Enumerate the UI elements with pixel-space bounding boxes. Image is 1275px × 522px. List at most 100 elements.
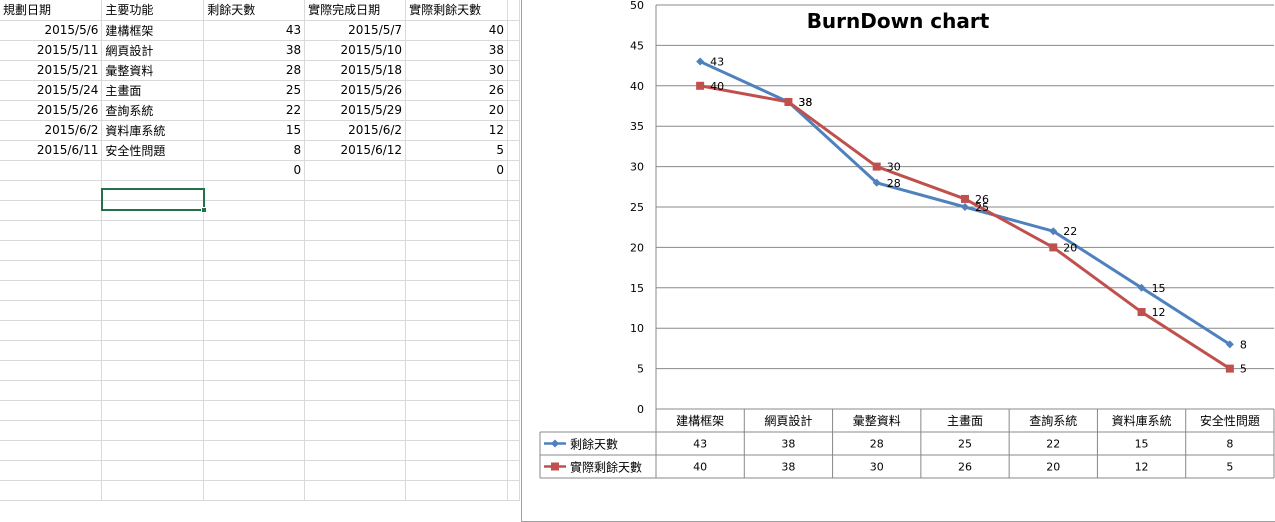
cell-main-feature[interactable] (101, 220, 205, 241)
cell-main-feature[interactable] (101, 420, 205, 441)
cell-remaining-days[interactable] (203, 400, 306, 421)
cell-remaining-days[interactable] (203, 340, 306, 361)
cell-planned-date[interactable] (0, 360, 103, 381)
cell-actual-date[interactable] (304, 220, 407, 241)
cell-empty[interactable] (507, 280, 520, 301)
cell-main-feature[interactable] (101, 440, 205, 461)
cell-remaining-days[interactable]: 8 (203, 140, 306, 161)
cell-remaining-days[interactable]: 22 (203, 100, 306, 121)
cell-planned-date[interactable] (0, 260, 103, 281)
cell-main-feature[interactable]: 安全性問題 (101, 140, 205, 161)
cell-empty[interactable] (507, 140, 520, 161)
cell-actual-date[interactable] (304, 320, 407, 341)
cell-actual-remaining[interactable] (405, 420, 508, 441)
cell-actual-remaining[interactable] (405, 480, 508, 501)
active-cell-selection[interactable] (101, 188, 205, 211)
cell-actual-remaining[interactable] (405, 440, 508, 461)
cell-actual-date[interactable] (304, 480, 407, 501)
cell-main-feature[interactable]: 資料庫系統 (101, 120, 205, 141)
cell-remaining-days[interactable]: 15 (203, 120, 306, 141)
cell-actual-date[interactable] (304, 240, 407, 261)
cell-main-feature[interactable]: 主畫面 (101, 80, 205, 101)
cell-main-feature[interactable] (101, 160, 205, 181)
cell-empty[interactable] (507, 200, 520, 221)
cell-actual-date[interactable] (304, 160, 407, 181)
cell-empty[interactable] (507, 400, 520, 421)
cell-actual-remaining[interactable] (405, 180, 508, 201)
cell-actual-date[interactable] (304, 440, 407, 461)
cell-planned-date[interactable] (0, 420, 103, 441)
cell-main-feature[interactable] (101, 260, 205, 281)
cell-actual-remaining[interactable]: 40 (405, 20, 508, 41)
fill-handle[interactable] (201, 207, 207, 213)
cell-actual-remaining[interactable] (405, 240, 508, 261)
cell-actual-date[interactable] (304, 360, 407, 381)
cell-remaining-days[interactable]: 43 (203, 20, 306, 41)
cell-main-feature[interactable] (101, 380, 205, 401)
cell-actual-remaining[interactable] (405, 300, 508, 321)
header-cell-main-feature[interactable]: 主要功能 (101, 0, 205, 21)
cell-main-feature[interactable] (101, 360, 205, 381)
cell-remaining-days[interactable] (203, 480, 306, 501)
cell-main-feature[interactable] (101, 280, 205, 301)
cell-main-feature[interactable] (101, 320, 205, 341)
cell-remaining-days[interactable]: 25 (203, 80, 306, 101)
cell-actual-date[interactable]: 2015/5/7 (304, 20, 407, 41)
cell-empty[interactable] (507, 420, 520, 441)
cell-planned-date[interactable] (0, 280, 103, 301)
cell-empty[interactable] (507, 60, 520, 81)
cell-empty[interactable] (507, 240, 520, 261)
cell-main-feature[interactable] (101, 340, 205, 361)
cell-actual-date[interactable] (304, 460, 407, 481)
cell-actual-remaining[interactable]: 26 (405, 80, 508, 101)
cell-actual-date[interactable]: 2015/6/2 (304, 120, 407, 141)
cell-remaining-days[interactable]: 28 (203, 60, 306, 81)
cell-actual-remaining[interactable] (405, 200, 508, 221)
cell-empty[interactable] (507, 340, 520, 361)
cell-actual-date[interactable]: 2015/6/12 (304, 140, 407, 161)
cell-actual-remaining[interactable]: 5 (405, 140, 508, 161)
cell-planned-date[interactable]: 2015/6/11 (0, 140, 103, 161)
cell-actual-date[interactable] (304, 200, 407, 221)
cell-actual-remaining[interactable] (405, 360, 508, 381)
cell-planned-date[interactable] (0, 460, 103, 481)
cell-actual-date[interactable] (304, 300, 407, 321)
cell-remaining-days[interactable] (203, 420, 306, 441)
cell-planned-date[interactable] (0, 200, 103, 221)
cell-empty[interactable] (507, 40, 520, 61)
cell-main-feature[interactable] (101, 460, 205, 481)
cell-actual-remaining[interactable] (405, 280, 508, 301)
cell-actual-date[interactable]: 2015/5/29 (304, 100, 407, 121)
burndown-chart[interactable]: 0 5 10 15 20 25 30 35 40 45 50 建構框架 網頁設計 彙整資料 主畫面 查詢系統… (521, 0, 1275, 522)
header-cell-remaining-days[interactable]: 剩餘天數 (203, 0, 306, 21)
cell-empty[interactable] (507, 320, 520, 341)
cell-actual-date[interactable] (304, 340, 407, 361)
cell-actual-remaining[interactable]: 38 (405, 40, 508, 61)
cell-planned-date[interactable] (0, 440, 103, 461)
cell-planned-date[interactable]: 2015/5/11 (0, 40, 103, 61)
cell-actual-date[interactable] (304, 420, 407, 441)
cell-actual-remaining[interactable] (405, 460, 508, 481)
cell-actual-date[interactable] (304, 400, 407, 421)
cell-actual-date[interactable] (304, 380, 407, 401)
cell-empty[interactable] (507, 440, 520, 461)
cell-actual-remaining[interactable] (405, 260, 508, 281)
cell-main-feature[interactable] (101, 300, 205, 321)
cell-empty[interactable] (507, 0, 520, 21)
cell-actual-remaining[interactable] (405, 340, 508, 361)
cell-planned-date[interactable] (0, 400, 103, 421)
cell-actual-remaining[interactable]: 20 (405, 100, 508, 121)
cell-main-feature[interactable] (101, 240, 205, 261)
cell-empty[interactable] (507, 160, 520, 181)
cell-actual-date[interactable]: 2015/5/26 (304, 80, 407, 101)
cell-remaining-days[interactable] (203, 280, 306, 301)
cell-actual-remaining[interactable] (405, 380, 508, 401)
cell-remaining-days[interactable] (203, 460, 306, 481)
cell-remaining-days[interactable] (203, 320, 306, 341)
cell-remaining-days[interactable] (203, 240, 306, 261)
cell-actual-date[interactable]: 2015/5/18 (304, 60, 407, 81)
cell-main-feature[interactable] (101, 400, 205, 421)
cell-remaining-days[interactable] (203, 300, 306, 321)
cell-actual-date[interactable] (304, 280, 407, 301)
cell-empty[interactable] (507, 360, 520, 381)
